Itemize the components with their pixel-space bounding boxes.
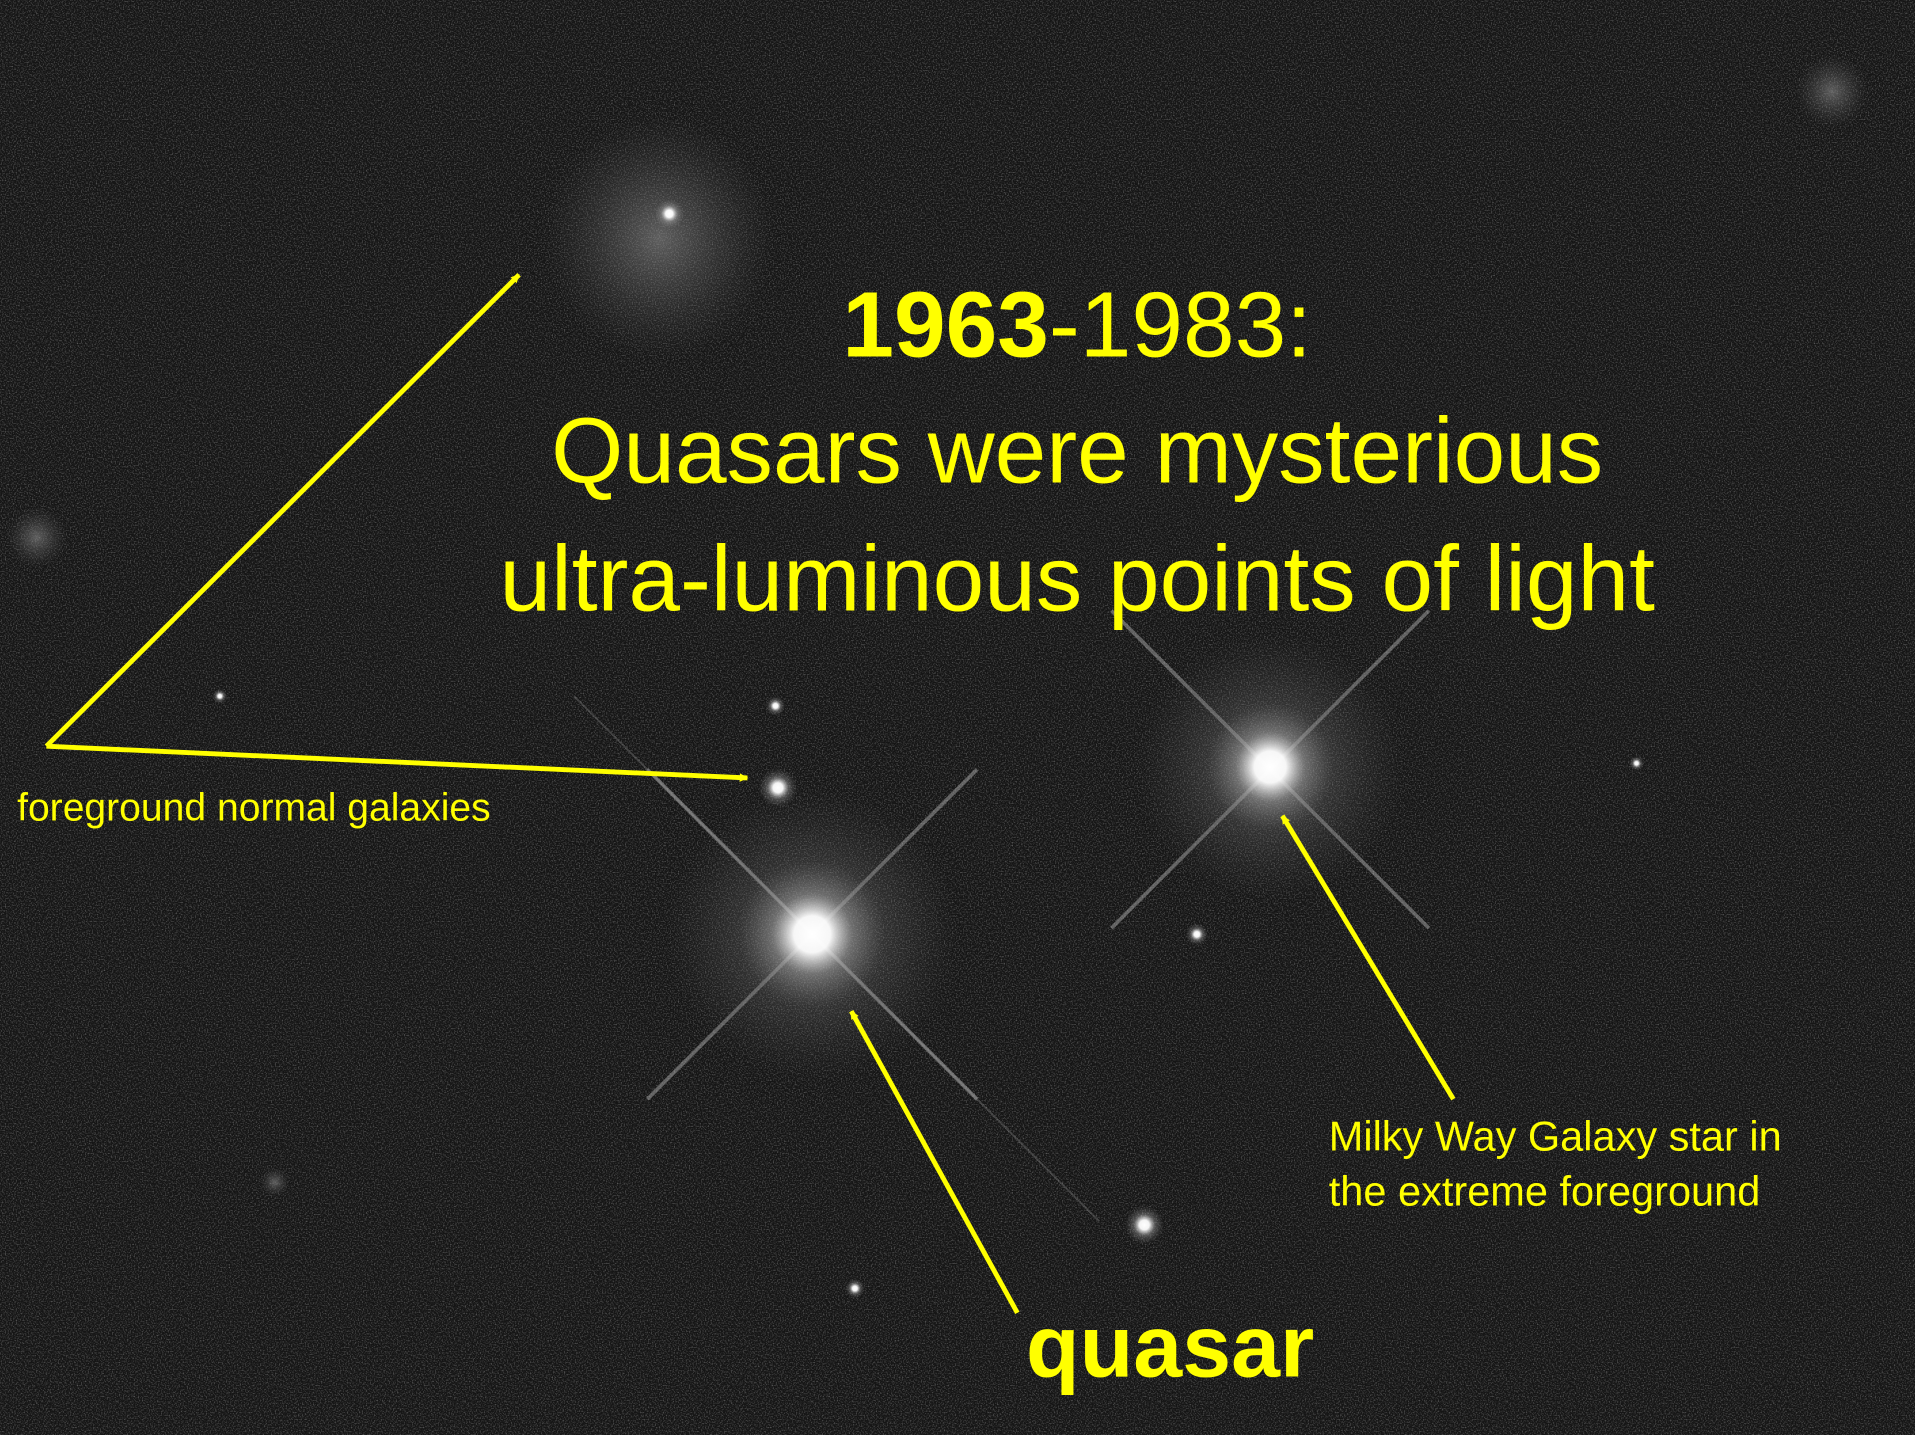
galaxy-spiral xyxy=(543,116,775,360)
year-end: -1983: xyxy=(1049,273,1312,377)
sky-noise xyxy=(0,0,1915,1435)
headline-line: Quasars were mysterious xyxy=(551,398,1603,502)
headline-line: ultra-luminous points of light xyxy=(499,527,1655,631)
star-label: Milky Way Galaxy star in xyxy=(1329,1112,1782,1159)
galaxies-label: foreground normal galaxies xyxy=(17,787,491,830)
star-label: the extreme foreground xyxy=(1329,1167,1761,1214)
year-start: 1963 xyxy=(842,273,1048,377)
foreground-star-image xyxy=(1111,611,1429,929)
headline-years: 1963-1983: xyxy=(842,273,1312,377)
slide: 1963-1983: Quasars were mysterious ultra… xyxy=(0,0,1915,1435)
quasar-label: quasar xyxy=(1026,1296,1314,1395)
page: 1963-1983: Quasars were mysterious ultra… xyxy=(0,0,1915,1435)
